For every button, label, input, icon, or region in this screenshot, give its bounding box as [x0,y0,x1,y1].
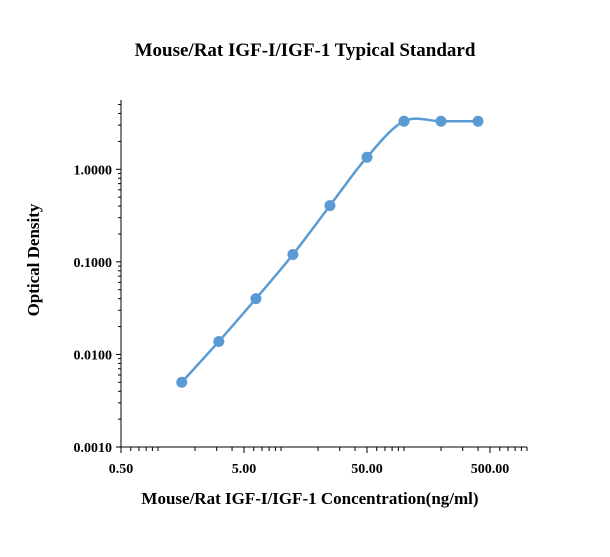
y-tick-label: 0.0010 [74,441,113,456]
data-point [324,200,336,212]
x-tick-label: 500.00 [471,462,510,477]
data-point [435,115,447,127]
series [176,115,484,388]
data-point [472,115,484,127]
ticks [116,104,528,453]
chart-title: Mouse/Rat IGF-I/IGF-1 Typical Standard [134,40,476,61]
y-axis-title: Optical Density [24,203,43,317]
data-point [250,293,262,305]
data-point [176,376,188,388]
x-tick-label: 0.50 [109,462,134,477]
y-tick-label: 0.1000 [74,256,113,271]
data-point [287,249,299,261]
y-tick-label: 0.0100 [74,348,113,363]
y-tick-label: 1.0000 [74,163,113,178]
x-axis-title: Mouse/Rat IGF-I/IGF-1 Concentration(ng/m… [141,489,479,508]
tick-labels: 0.0010 0.0100 0.1000 1.0000 0.50 5.00 50.00 500… [74,163,510,477]
data-point [398,115,410,127]
x-tick-label: 5.00 [232,462,257,477]
series-line [180,117,479,384]
axes [120,100,527,448]
data-point [213,335,225,347]
data-point [361,151,373,163]
x-tick-label: 50.00 [351,462,383,477]
